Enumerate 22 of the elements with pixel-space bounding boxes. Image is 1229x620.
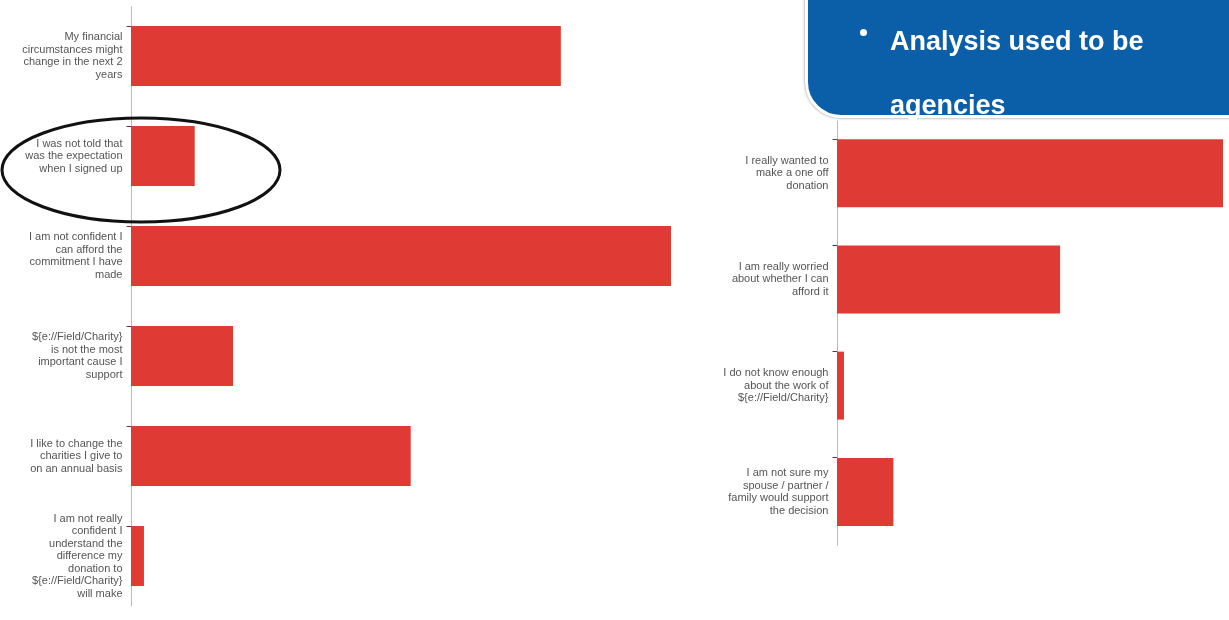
bar bbox=[837, 351, 844, 420]
y-tick-label: I am not really confident I understand the difference my donation to ${e://Field/Charity} will make bbox=[32, 511, 123, 599]
y-tick-label: I do not know enough about the work of ${e://Field/Charity} bbox=[723, 366, 830, 404]
y-tick-label: My financial circumstances might change in the next 2 years bbox=[22, 30, 123, 80]
bar bbox=[131, 426, 411, 486]
y-tick-label: I am not sure my spouse / partner / family would support the decision bbox=[728, 466, 830, 516]
text: agencies bbox=[890, 89, 1007, 122]
y-tick-label: I am really worried about whether I can afford it bbox=[731, 259, 829, 297]
bar bbox=[131, 26, 561, 86]
bar bbox=[131, 326, 234, 386]
y-tick-label: I am not confident I can afford the commitment I have made bbox=[28, 230, 123, 280]
text: Analysis used to be bbox=[890, 25, 1145, 58]
bar bbox=[837, 457, 894, 526]
bar bbox=[837, 245, 1061, 314]
bar bbox=[131, 226, 671, 286]
bar bbox=[837, 139, 1223, 208]
y-tick-label: I like to change the charities I give to on an annual basis bbox=[30, 436, 123, 474]
y-tick-label: I was not told that was the expectation when I signed up bbox=[24, 136, 123, 174]
y-tick-label: ${e://Field/Charity} is not the most important cause I support bbox=[32, 330, 123, 380]
bar bbox=[131, 526, 144, 586]
bar bbox=[131, 126, 195, 186]
y-tick-label: I really wanted to make a one off donation bbox=[745, 153, 830, 191]
